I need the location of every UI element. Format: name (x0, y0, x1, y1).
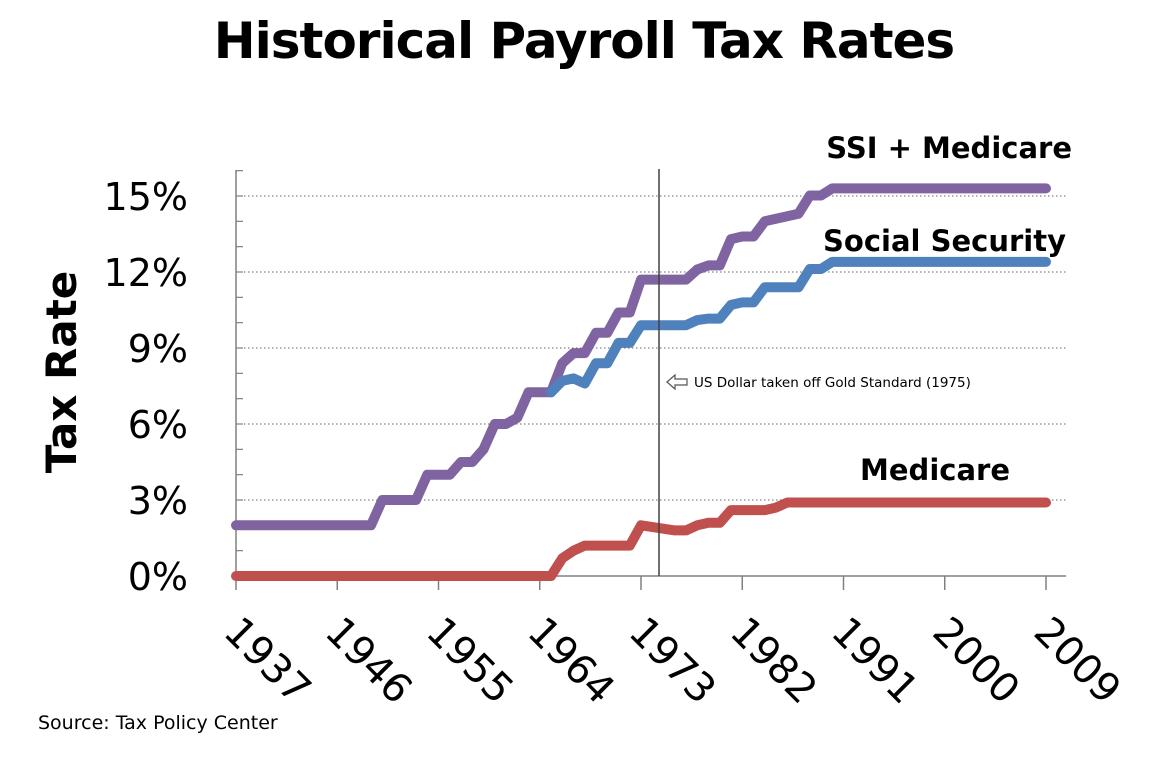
y-tick-label: 12% (104, 251, 188, 295)
x-tick-label: 1973 (620, 609, 725, 714)
source-note: Source: Tax Policy Center (38, 712, 278, 734)
y-tick-label: 0% (128, 555, 188, 599)
annotation-text: US Dollar taken off Gold Standard (1975) (694, 375, 971, 391)
y-tick-labels: 0% 3% 6% 9% 12% 15% (104, 175, 188, 599)
y-tick-label: 9% (128, 327, 188, 371)
x-tick-label: 1955 (417, 609, 522, 714)
arrow-left-icon (666, 373, 688, 391)
chart-title: Historical Payroll Tax Rates (213, 12, 955, 70)
series-labels: SSI + Medicare Social Security Medicare (823, 131, 1072, 487)
series-label: SSI + Medicare (826, 131, 1072, 165)
series-label: Social Security (823, 224, 1066, 258)
x-tick-label: 1982 (721, 609, 826, 714)
series-line-medicare (231, 497, 1051, 581)
x-tick-label: 2009 (1025, 609, 1130, 714)
y-axis-label: Tax Rate (37, 271, 86, 474)
y-tick-label: 3% (128, 479, 188, 523)
x-tick-label: 1964 (519, 609, 624, 714)
x-tick-label: 2000 (924, 609, 1029, 714)
annotations: US Dollar taken off Gold Standard (1975) (658, 169, 971, 576)
x-tick-label: 1946 (316, 609, 421, 714)
y-tick-label: 15% (104, 175, 188, 219)
x-tick-label: 1991 (822, 609, 927, 714)
series-lines (231, 183, 1051, 581)
x-tick-label: 1937 (215, 609, 320, 714)
series-label: Medicare (860, 453, 1010, 487)
series-line-social-security (546, 256, 1051, 398)
y-tick-label: 6% (128, 403, 188, 447)
series-line-ssi-medicare (231, 183, 1051, 531)
